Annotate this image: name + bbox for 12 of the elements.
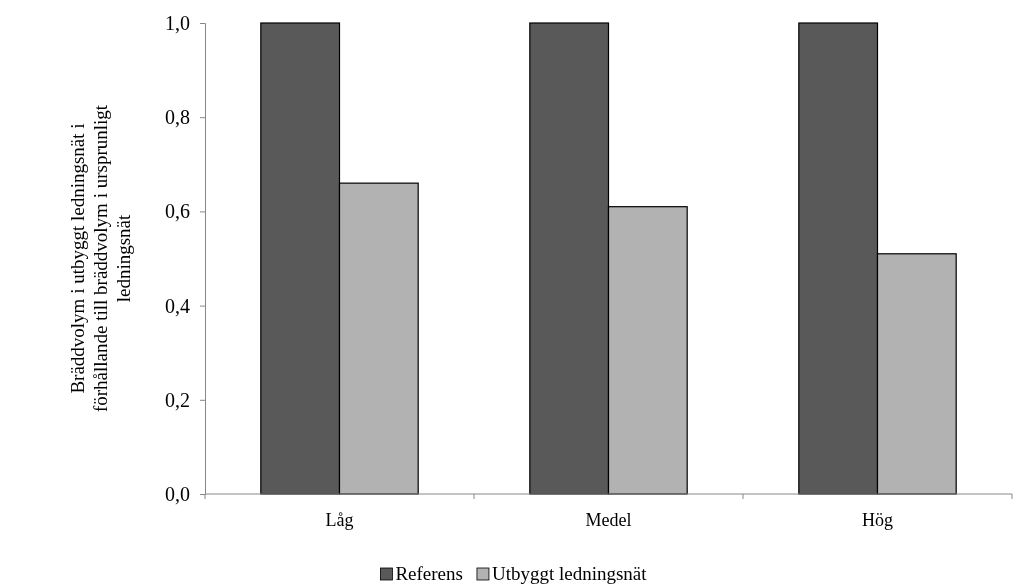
y-axis-title: Bräddvolym i utbyggt ledningsnät i förhållande till bräddvolym i ursprunligt ledningsnät (67, 104, 134, 413)
y-tick-label: 0,6 (165, 200, 190, 223)
y-tick-label: 0,8 (165, 106, 190, 129)
y-tick-label: 1,0 (165, 11, 190, 34)
legend-label: Utbyggt ledningsnät (491, 563, 648, 584)
x-tick-label: Hög (862, 510, 893, 530)
y-tick-label: 0,0 (165, 482, 190, 505)
y-tick-label: 0,2 (165, 388, 190, 411)
y-tick-label: 0,4 (165, 294, 190, 317)
x-tick-label: Låg (325, 510, 354, 530)
legend-label: Referens (395, 563, 463, 584)
x-tick-label: Medel (585, 510, 632, 530)
